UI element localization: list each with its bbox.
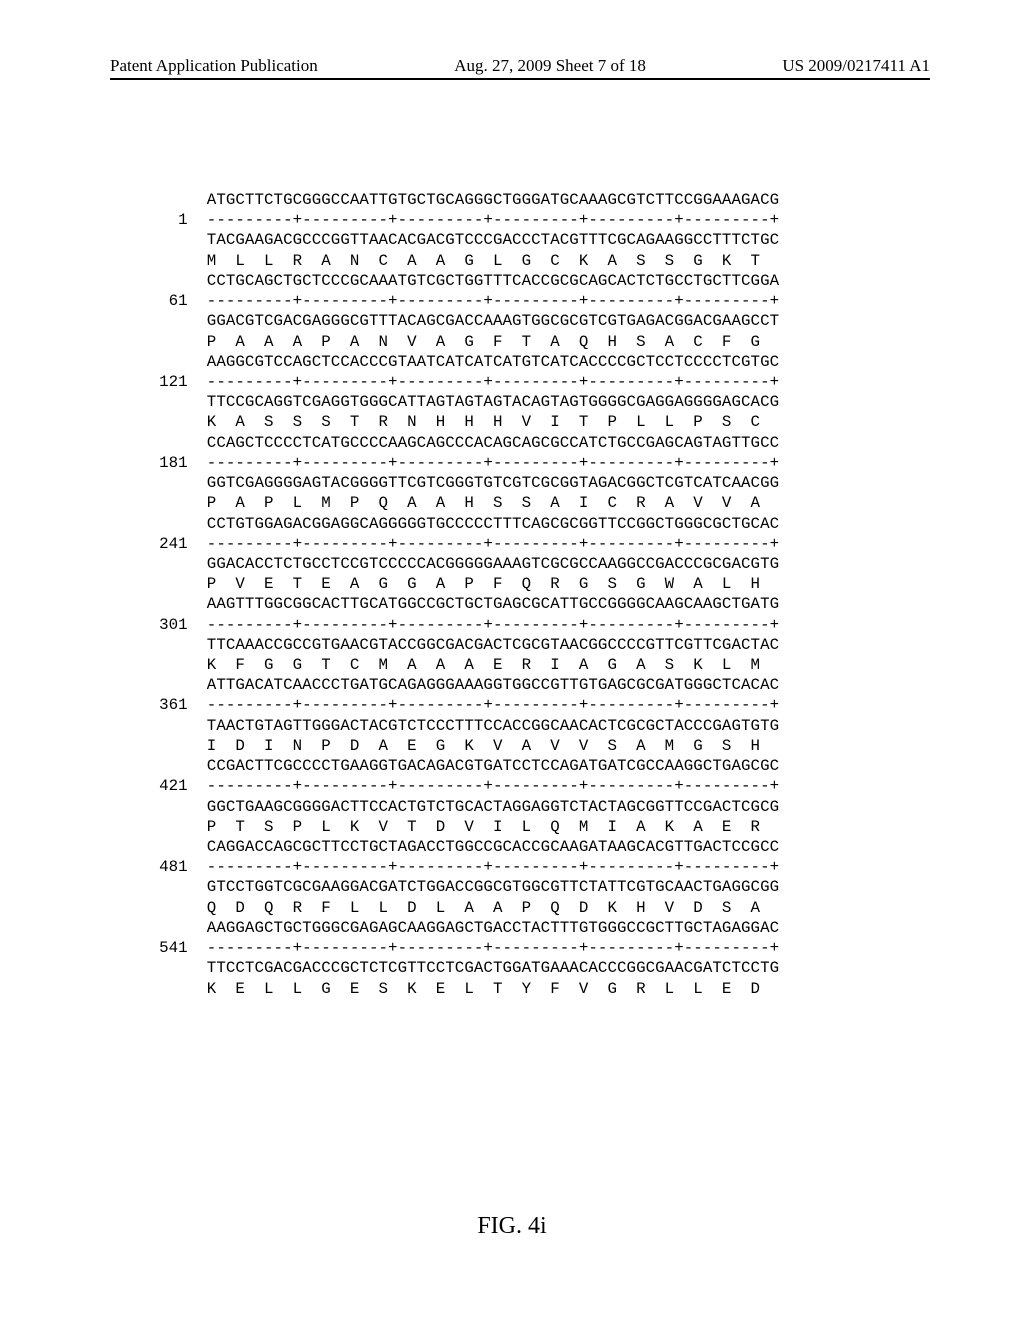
sequence-listing: ATGCTTCTGCGGGCCAATTGTGCTGCAGGGCTGGGATGCA… [140, 190, 779, 999]
header-left: Patent Application Publication [110, 56, 318, 76]
page-header: Patent Application Publication Aug. 27, … [110, 56, 930, 80]
header-right: US 2009/0217411 A1 [782, 56, 930, 76]
figure-caption: FIG. 4i [0, 1213, 1024, 1240]
header-middle: Aug. 27, 2009 Sheet 7 of 18 [454, 56, 646, 76]
